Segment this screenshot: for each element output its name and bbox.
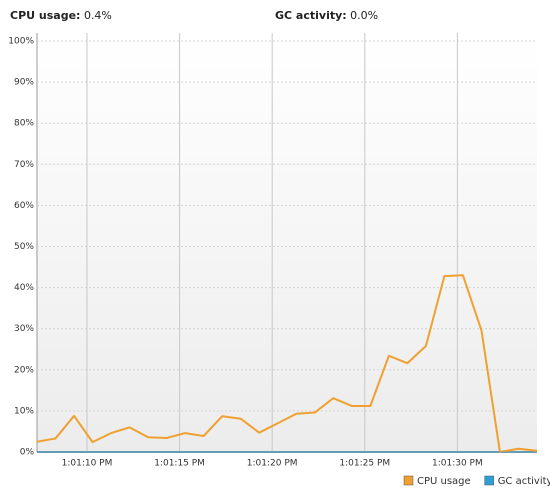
header-cpu: CPU usage: 0.4% — [10, 9, 112, 22]
y-tick-label: 20% — [14, 365, 34, 375]
series-line — [36, 274, 538, 453]
gc-label: GC activity: — [275, 9, 347, 22]
y-tick-label: 0% — [20, 448, 35, 458]
header-gc: GC activity: 0.0% — [275, 9, 378, 22]
legend-label: GC activity — [498, 476, 550, 487]
y-tick-label: 60% — [14, 201, 34, 211]
y-tick-label: 100% — [8, 37, 34, 47]
cpu-value: 0.4% — [84, 9, 112, 22]
legend-swatch — [484, 475, 494, 486]
y-tick-label: 80% — [14, 119, 34, 129]
x-tick-label: 1:01:20 PM — [247, 459, 298, 469]
x-tick-label: 1:01:15 PM — [154, 459, 205, 469]
gc-value: 0.0% — [350, 9, 378, 22]
plot-area — [37, 33, 537, 452]
x-tick-label: 1:01:10 PM — [62, 459, 113, 469]
y-tick-label: 40% — [14, 283, 34, 293]
y-tick-label: 90% — [14, 78, 34, 88]
legend-label: CPU usage — [417, 476, 471, 487]
x-tick-label: 1:01:25 PM — [339, 459, 390, 469]
y-tick-label: 10% — [14, 406, 34, 416]
y-tick-label: 70% — [14, 160, 34, 170]
legend-swatch — [403, 475, 414, 486]
y-tick-label: 30% — [14, 324, 34, 334]
cpu-label: CPU usage: — [10, 9, 80, 22]
y-tick-label: 50% — [14, 242, 34, 252]
x-tick-label: 1:01:30 PM — [432, 459, 483, 469]
